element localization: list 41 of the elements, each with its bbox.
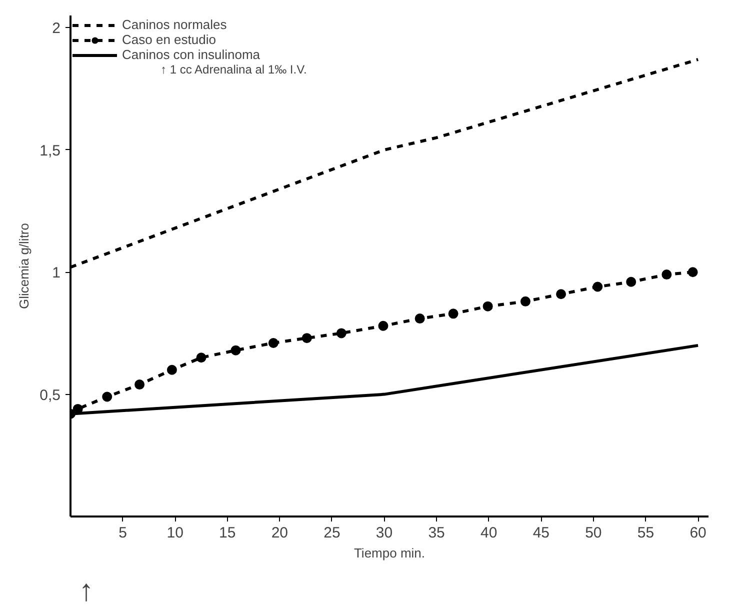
- point: [448, 308, 458, 319]
- y-tick-label: 0,5: [40, 386, 61, 404]
- text: ↑: [78, 574, 94, 608]
- y-axis-title: Glicemia g/litro: [16, 223, 32, 309]
- x-tick-label: 25: [324, 524, 340, 542]
- x-tick-label: 55: [637, 524, 654, 542]
- y-tick-label: 2: [52, 20, 60, 38]
- x-tick-label: 5: [118, 524, 127, 542]
- point: [336, 328, 346, 338]
- point: [166, 364, 177, 375]
- point: [626, 276, 636, 287]
- point: [662, 270, 672, 280]
- point: [378, 320, 388, 331]
- point: [102, 392, 112, 402]
- x-tick-label: 60: [690, 524, 706, 542]
- point: [302, 333, 312, 344]
- x-tick-label: 30: [376, 524, 393, 542]
- x-tick-label: 35: [428, 524, 445, 542]
- x-tick-label: 50: [585, 524, 602, 542]
- y-tick-label: 1,5: [40, 142, 61, 160]
- point: [414, 314, 425, 324]
- x-tick-label: 40: [480, 524, 498, 542]
- legend-label: Caso en estudio: [122, 32, 216, 47]
- x-tick-label: 15: [219, 524, 236, 542]
- x-axis-title: Tiempo min.: [354, 546, 426, 560]
- x-tick-label: 20: [271, 524, 288, 542]
- point: [556, 289, 566, 300]
- point: [196, 352, 206, 363]
- point: [134, 380, 145, 390]
- annotation: ↑ 1 cc Adrenalina al 1‰ I.V.: [160, 62, 307, 76]
- legend-label: Caninos normales: [122, 17, 227, 32]
- x-tick-label: 10: [166, 524, 184, 542]
- x-tick-label: 45: [532, 524, 550, 542]
- point: [268, 338, 278, 348]
- point: [230, 345, 241, 356]
- y-tick-label: 1: [52, 264, 60, 282]
- point: [520, 296, 530, 306]
- point: [482, 301, 493, 312]
- point: [688, 267, 698, 278]
- legend-label: Caninos con insulinoma: [122, 47, 260, 62]
- point: [592, 282, 603, 292]
